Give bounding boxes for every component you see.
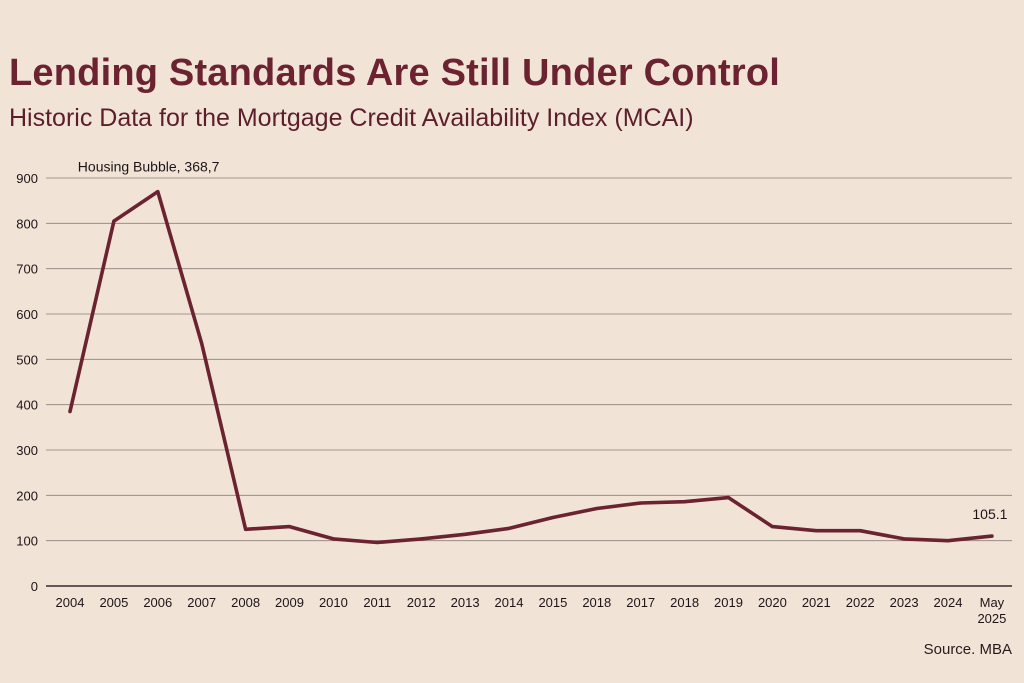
x-tick-label: 2008 xyxy=(231,595,260,610)
x-tick-label: 2022 xyxy=(846,595,875,610)
data-point xyxy=(990,534,994,538)
annotations: Housing Bubble, 368,7 105.1 xyxy=(78,159,1008,523)
data-point xyxy=(244,527,248,531)
x-tick-label: 2020 xyxy=(758,595,787,610)
data-point xyxy=(551,515,555,520)
data-point xyxy=(331,537,335,541)
data-point xyxy=(683,500,687,504)
data-point xyxy=(946,539,950,543)
series-line-layer xyxy=(68,189,994,545)
x-tick-label: 2014 xyxy=(495,595,524,610)
x-tick-label: May xyxy=(980,595,1005,610)
data-point xyxy=(156,190,160,194)
y-axis-ticks: 0 100 200 300 400 500 600 700 800 900 xyxy=(16,171,38,594)
x-tick-label: 2021 xyxy=(802,595,831,610)
annotation-label: 105.1 xyxy=(972,506,1007,522)
y-tick-label: 900 xyxy=(16,171,38,186)
data-point xyxy=(287,525,292,529)
data-point xyxy=(595,506,599,511)
y-tick-label: 500 xyxy=(16,352,38,367)
x-tick-label: 2024 xyxy=(934,595,963,610)
data-point xyxy=(902,537,906,541)
x-tick-label: 2006 xyxy=(143,595,172,610)
x-tick-label: 2011 xyxy=(363,595,391,610)
x-tick-label: 2013 xyxy=(451,595,480,610)
x-tick-label: 2017 xyxy=(626,595,655,610)
data-point xyxy=(375,540,379,545)
x-tick-label: 2018 xyxy=(582,595,611,610)
data-point xyxy=(770,525,775,529)
data-point xyxy=(68,409,72,414)
x-tick-label: 2025 xyxy=(977,611,1006,626)
chart-subtitle: Historic Data for the Mortgage Credit Av… xyxy=(9,104,694,132)
x-tick-label: 2012 xyxy=(407,595,436,610)
y-tick-label: 300 xyxy=(16,443,38,458)
y-tick-label: 0 xyxy=(31,579,38,594)
series-line xyxy=(68,189,994,545)
y-tick-label: 200 xyxy=(16,488,38,503)
annotation-label: Housing Bubble, 368,7 xyxy=(78,159,220,175)
data-point xyxy=(112,219,116,223)
y-tick-label: 400 xyxy=(16,398,38,413)
data-point xyxy=(726,496,731,500)
y-tick-label: 700 xyxy=(16,262,38,277)
data-point xyxy=(200,341,204,346)
x-tick-label: 2005 xyxy=(99,595,128,610)
x-tick-label: 2010 xyxy=(319,595,348,610)
x-tick-label: 2009 xyxy=(275,595,304,610)
x-tick-label: 2015 xyxy=(538,595,567,610)
data-point xyxy=(639,501,643,505)
data-point xyxy=(858,529,862,533)
x-tick-label: 2018 xyxy=(670,595,699,610)
data-point xyxy=(814,529,818,533)
x-tick-label: 2023 xyxy=(890,595,919,610)
x-tick-label: 2019 xyxy=(714,595,743,610)
y-tick-label: 800 xyxy=(16,216,38,231)
y-tick-label: 100 xyxy=(16,534,38,549)
source-note: Source. MBA xyxy=(923,641,1012,658)
data-point xyxy=(463,532,467,536)
x-tick-label: 2007 xyxy=(187,595,216,610)
chart-title: Lending Standards Are Still Under Contro… xyxy=(9,52,781,94)
x-axis-ticks: 2004 2005 2006 2007 2008 2009 2010 2011 2012 2013… xyxy=(56,595,1007,626)
y-tick-label: 600 xyxy=(16,307,38,322)
x-tick-label: 2004 xyxy=(56,595,85,610)
data-point xyxy=(507,526,511,531)
data-point xyxy=(419,537,423,541)
